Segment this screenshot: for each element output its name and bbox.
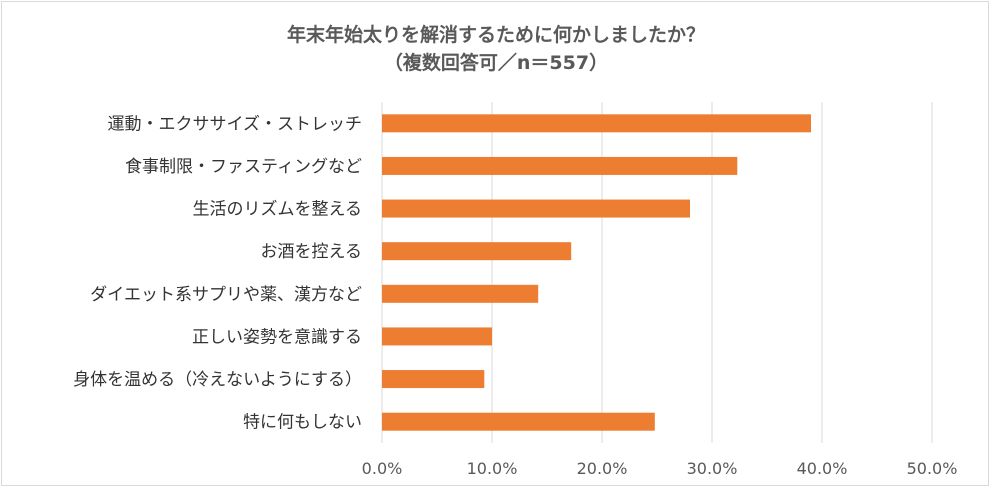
chart-title: 年末年始太りを解消するために何かしましたか？: [286, 24, 705, 46]
category-label: 運動・エクササイズ・ストレッチ: [108, 114, 363, 134]
x-tick-label: 10.0%: [467, 459, 518, 478]
category-label: 生活のリズムを整える: [193, 200, 363, 220]
bar: [382, 242, 572, 261]
category-label: ダイエット系サプリや薬、漢方など: [90, 285, 362, 305]
x-tick-label: 0.0%: [362, 459, 403, 478]
x-tick-label: 30.0%: [687, 459, 738, 478]
x-tick-label: 20.0%: [577, 459, 628, 478]
category-label: お酒を控える: [261, 242, 363, 262]
x-tick-label: 40.0%: [797, 459, 848, 478]
bar: [382, 199, 690, 218]
category-label: 特に何もしない: [243, 413, 362, 433]
bar: [382, 370, 485, 389]
bar: [382, 327, 492, 346]
bar: [382, 156, 738, 175]
bar: [382, 412, 655, 431]
category-label: 正しい姿勢を意識する: [192, 327, 362, 347]
category-label: 食事制限・ファスティングなど: [125, 157, 362, 177]
bar: [382, 114, 811, 133]
bar: [382, 284, 539, 303]
x-tick-label: 50.0%: [907, 459, 958, 478]
category-label: 身体を温める（冷えないようにする）: [73, 370, 362, 390]
chart-subtitle: （複数回答可／n＝557）: [383, 52, 609, 74]
